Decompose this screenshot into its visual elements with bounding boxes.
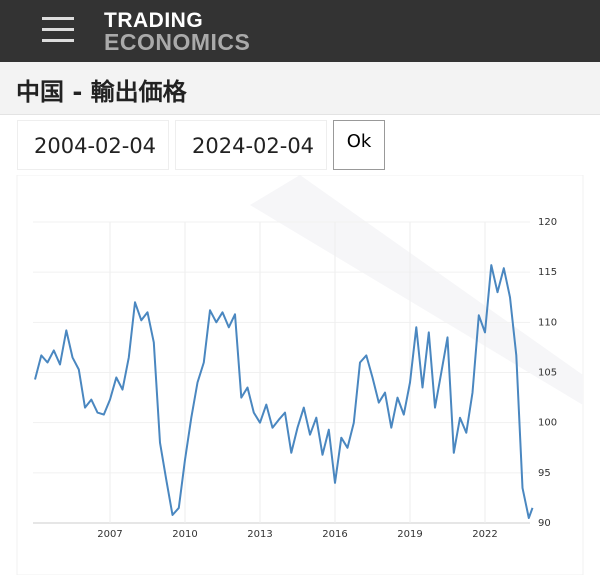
ok-button[interactable]: Ok [333,120,385,170]
menu-icon[interactable] [42,28,74,31]
y-tick-label: 115 [538,267,557,278]
x-tick-label: 2013 [247,529,272,540]
x-tick-label: 2010 [172,529,197,540]
x-tick-label: 2007 [97,529,122,540]
logo[interactable]: ECONOMICS [104,29,251,55]
x-tick-label: 2016 [322,529,347,540]
menu-icon[interactable] [42,17,74,20]
menu-icon[interactable] [42,39,74,42]
title-bar: 中国 - 輸出価格 [0,62,600,115]
series-line [34,264,534,519]
y-tick-label: 120 [538,217,557,228]
y-tick-label: 110 [538,317,557,328]
watermark [250,175,583,405]
y-tick-label: 105 [538,368,557,379]
header: TRADING ECONOMICS [0,0,600,62]
x-tick-label: 2019 [397,529,422,540]
x-tick-label: 2022 [472,529,497,540]
date-to-input[interactable]: 2024-02-04 [175,120,327,170]
chart: 90 95 100 105 110 115 120 2007 2010 2013 2016 2019 2… [16,175,584,575]
date-from-input[interactable]: 2004-02-04 [17,120,169,170]
y-tick-label: 95 [538,468,551,479]
page-title: 中国 - 輸出価格 [16,78,187,106]
y-tick-label: 100 [538,418,557,429]
y-tick-label: 90 [538,518,551,529]
logo[interactable]: TRADING [104,9,204,32]
